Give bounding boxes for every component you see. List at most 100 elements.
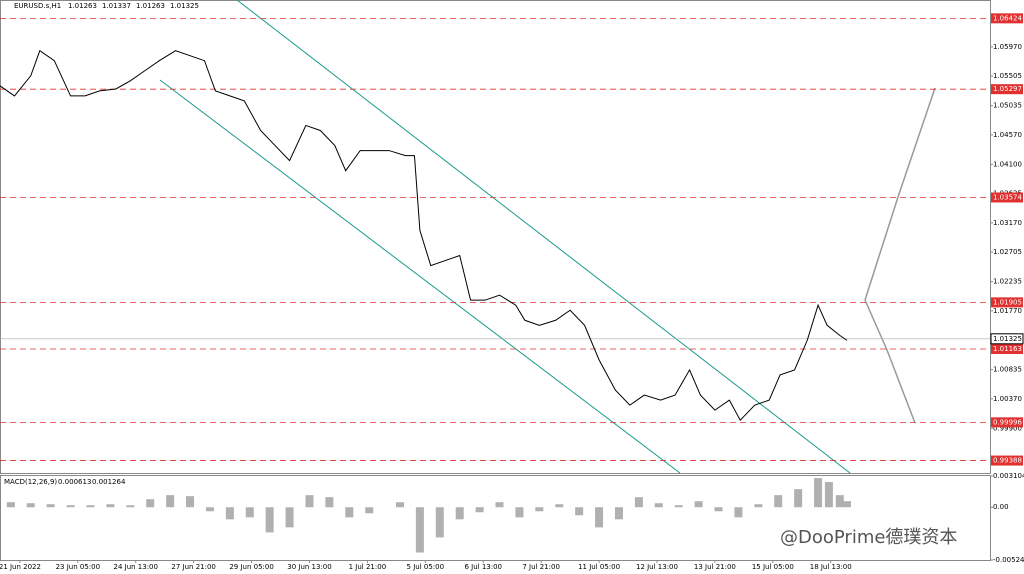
y-tick-label: 1.02705 [993, 248, 1022, 256]
y-tick-label: 1.05035 [993, 102, 1022, 110]
watermark: @DooPrime德璞资本 [780, 527, 957, 548]
x-tick-label: 12 Jul 13:00 [636, 563, 678, 571]
macd-bar [455, 507, 464, 520]
y-tick-label: 1.00370 [993, 395, 1022, 403]
macd-bar [824, 482, 833, 508]
y-tick-label: 1.03170 [993, 219, 1022, 227]
macd-bar [86, 505, 95, 508]
x-tick-label: 6 Jul 13:00 [464, 563, 502, 571]
x-tick-label: 21 Jun 2022 [0, 563, 41, 571]
x-tick-label: 29 Jun 05:00 [229, 563, 273, 571]
y-tick-label: 1.04570 [993, 131, 1022, 139]
macd-bar [714, 507, 723, 512]
level-tag [991, 343, 1023, 354]
y-tick-label: 0.99900 [993, 424, 1022, 432]
macd-bar [595, 507, 604, 528]
level-label: 1.05297 [993, 85, 1022, 93]
channel-lower [159, 79, 681, 474]
x-tick-label: 15 Jul 05:00 [752, 563, 794, 571]
projection-arrows [864, 87, 936, 424]
x-tick-label: 5 Jul 05:00 [407, 563, 445, 571]
macd-bar [535, 507, 544, 512]
last-price-label: 1.01325 [993, 335, 1022, 343]
y-tick-label: 1.05970 [993, 43, 1022, 51]
arrow-up [864, 87, 936, 301]
macd-bar [835, 495, 844, 508]
macd-bar [734, 507, 743, 518]
macd-bar [614, 507, 623, 520]
y-tick-label: 1.04100 [993, 160, 1022, 168]
macd-bar [66, 505, 75, 508]
x-tick-label: 30 Jun 13:00 [287, 563, 331, 571]
macd-bar [245, 507, 254, 518]
macd-bar [654, 503, 663, 508]
macd-bar [46, 504, 55, 508]
level-tag [991, 297, 1023, 308]
macd-bar [843, 501, 852, 508]
y-tick-label: 1.05505 [993, 72, 1022, 80]
macd-title: MACD(12,26,9) [4, 478, 57, 486]
macd-bar [205, 507, 214, 512]
macd-bar [674, 505, 683, 508]
macd-panel [0, 475, 991, 561]
level-tag [991, 455, 1023, 466]
macd-bar [415, 507, 424, 553]
arrow-down [864, 299, 916, 424]
x-tick-label: 11 Jul 05:00 [578, 563, 620, 571]
price-title: EURUSD.s,H1 [14, 2, 61, 10]
macd-bar [774, 495, 783, 508]
x-tick-label: 24 Jun 13:00 [114, 563, 158, 571]
macd-bar [106, 504, 115, 508]
x-tick-label: 1 Jul 21:00 [349, 563, 387, 571]
macd-bar [325, 497, 334, 508]
channel-upper [236, 0, 851, 474]
x-tick-label: 18 Jul 13:00 [810, 563, 852, 571]
level-tag [991, 417, 1023, 428]
macd-bar [305, 495, 314, 508]
macd-bar [694, 501, 703, 508]
level-label: 1.01905 [993, 298, 1022, 306]
header-value: 0.000613 [58, 478, 91, 486]
last-price-tag [990, 333, 1024, 345]
macd-bar [126, 505, 135, 508]
header-value: 1.01325 [170, 2, 199, 10]
header-value: 0.001264 [92, 478, 126, 486]
macd-bar [285, 507, 294, 528]
macd-bar [754, 504, 763, 508]
macd-bar [794, 489, 803, 508]
macd-bar [515, 507, 524, 518]
price-panel [0, 0, 991, 474]
level-tag [991, 84, 1023, 95]
level-tag [991, 13, 1023, 24]
macd-bar [475, 507, 484, 513]
level-label: 1.06424 [993, 14, 1022, 22]
y-tick-label: 0.003104 [993, 472, 1024, 480]
header-value: 1.01263 [68, 2, 97, 10]
macd-bar [166, 495, 175, 508]
x-tick-label: 23 Jun 05:00 [56, 563, 100, 571]
macd-bar [814, 478, 823, 508]
x-tick-label: 27 Jun 21:00 [171, 563, 215, 571]
macd-bar [146, 499, 155, 508]
header-value: 1.01263 [136, 2, 165, 10]
level-tag [991, 192, 1023, 203]
y-tick-label: -0.005242 [993, 556, 1024, 564]
macd-bar [345, 507, 354, 518]
y-tick-label: 1.00835 [993, 366, 1022, 374]
macd-bar [26, 503, 35, 508]
macd-bar [6, 502, 15, 508]
macd-bar [395, 502, 404, 508]
macd-bar [634, 497, 643, 508]
level-label: 1.03574 [993, 193, 1022, 201]
macd-bar [365, 507, 374, 514]
close-line [0, 49, 848, 422]
y-tick-label: 1.02235 [993, 278, 1022, 286]
level-label: 0.99996 [993, 418, 1022, 426]
level-label: 1.01163 [993, 345, 1022, 353]
y-tick-label: 1.01770 [993, 307, 1022, 315]
header-value: 1.01337 [102, 2, 131, 10]
macd-bar [265, 507, 274, 533]
x-tick-label: 7 Jul 21:00 [522, 563, 560, 571]
